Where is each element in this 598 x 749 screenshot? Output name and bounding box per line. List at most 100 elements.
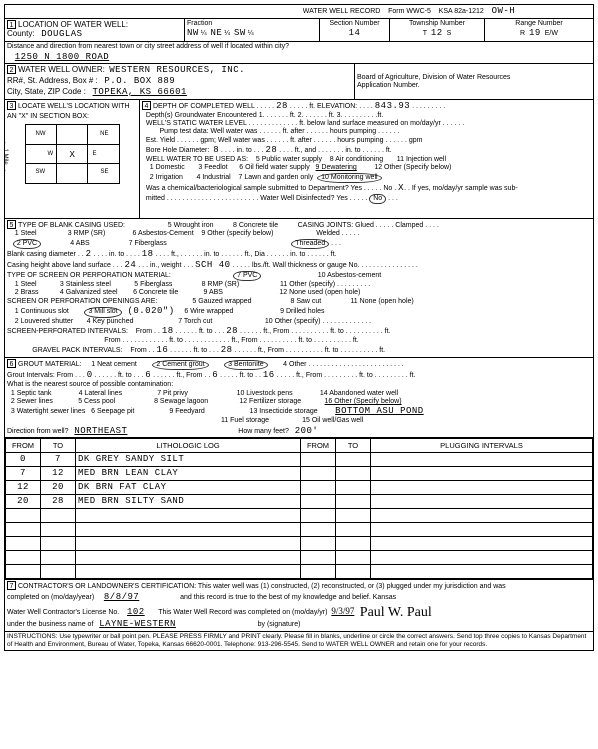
o11: 11 None (open hole)	[350, 298, 413, 305]
depth: 28	[276, 101, 288, 111]
section-1b: Distance and direction from nearest town…	[5, 42, 593, 64]
o-spec: (0.020")	[127, 306, 174, 316]
n3: 3 Watertight sewer lines	[11, 408, 85, 415]
perf: TYPE OF SCREEN OR PERFORATION MATERIAL:	[7, 272, 171, 279]
p10: 10 Asbestos-cement	[318, 272, 381, 279]
spi-to2: ft. to	[298, 337, 312, 344]
p11: 11 Other (specify)	[280, 281, 335, 288]
county: DOUGLAS	[41, 29, 82, 39]
c1: 1 Steel	[15, 230, 37, 237]
u2: 2 Irrigation	[150, 174, 183, 181]
log-h5: TO	[336, 439, 371, 453]
n6: 6 Seepage pit	[91, 408, 134, 415]
s7-text: This water well was (1) constructed, (2)…	[198, 583, 506, 590]
u8: 8 Air conditioning	[330, 156, 383, 163]
u7: 7 Lawn and garden only	[239, 174, 314, 181]
p5: 5 Fiberglass	[134, 281, 172, 288]
gi: Grout Intervals: From	[7, 372, 73, 379]
log-row: 712MED BRN LEAN CLAY	[6, 467, 593, 481]
dia-v2: 18	[142, 249, 154, 259]
location-box: NW NE SW SE W E X	[25, 124, 120, 184]
p12: 12 None used (open hole)	[279, 289, 360, 296]
s2-city: TOPEKA, KS 66601	[93, 87, 187, 97]
log-row	[6, 523, 593, 537]
bore: Bore Hole Diameter:	[146, 147, 209, 154]
log-h2: TO	[41, 439, 76, 453]
board: Board of Agriculture, Division of Water …	[357, 74, 510, 81]
u1: 1 Domestic	[150, 164, 185, 171]
p4: 4 Galvanized steel	[60, 289, 118, 296]
h-in: 24	[125, 260, 137, 270]
frac-c: SW	[234, 28, 246, 38]
p7: 7 PVC	[233, 271, 261, 281]
spi-ft2: ft.	[385, 328, 391, 335]
gp1: 16	[156, 345, 168, 355]
bore-in: in. to	[345, 147, 360, 154]
log-section: FROM TO LITHOLOGIC LOG FROM TO PLUGGING …	[5, 438, 593, 580]
sec-num-5: 5	[7, 220, 16, 229]
u6: 6 Oil field water supply	[239, 164, 309, 171]
dir-v: NORTHEAST	[74, 426, 127, 436]
est: Est. Yield	[146, 137, 175, 144]
o8: 8 Saw cut	[290, 298, 321, 305]
x-mark: X	[70, 150, 76, 161]
c3: 3 RMP (SR)	[68, 230, 106, 237]
static-txt: ft. below land surface measured on mo/da…	[299, 120, 441, 127]
dia-in: in. to	[204, 251, 219, 258]
chem-x: X	[398, 183, 404, 193]
gi-v1: 0	[87, 370, 93, 380]
bus-v: LAYNE-WESTERN	[99, 619, 176, 629]
frac-hdr: Fraction	[187, 20, 212, 27]
clamped: Clamped	[395, 222, 423, 229]
section-2: 2WATER WELL OWNER: WESTERN RESOURCES, IN…	[5, 64, 593, 99]
gpm: gpm; Well water was	[200, 137, 264, 144]
c5: 5 Wrought iron	[168, 222, 214, 229]
sec-val: 14	[349, 28, 361, 38]
o10: 10 Other (specify)	[265, 318, 321, 325]
feet-v: 200'	[295, 426, 319, 436]
s1-label: LOCATION OF WATER WELL:	[18, 20, 128, 29]
header: WATER WELL RECORD Form WWC-5 KSA 82a-121…	[5, 5, 593, 19]
spi1: 18	[162, 326, 174, 336]
elev: 843.93	[375, 101, 410, 111]
s5-label: TYPE OF BLANK CASING USED:	[18, 222, 125, 229]
form-no: Form WWC-5	[388, 8, 431, 15]
spi: SCREEN-PERFORATED INTERVALS:	[7, 328, 128, 335]
o9: 9 Drilled holes	[280, 308, 324, 315]
lic: Water Well Contractor's License No.	[7, 609, 119, 616]
u5: 5 Public water supply	[256, 156, 322, 163]
p8: 8 RMP (SR)	[202, 281, 240, 288]
u4: 4 Industrial	[196, 174, 230, 181]
elev-lbl: ft. ELEVATION:	[309, 103, 357, 110]
rng-hdr: Range Number	[515, 20, 562, 27]
section-6: 6GROUT MATERIAL: 1 Neat cement 2 Cement …	[5, 358, 593, 438]
chem2: If yes, mo/day/yr sample was sub-	[412, 185, 518, 192]
n16: 16 Other (Specify below)	[325, 398, 402, 405]
log-row	[6, 565, 593, 579]
s2-city-lbl: City, State, ZIP Code :	[7, 87, 86, 96]
n15: 15 Oil well/Gas well	[302, 417, 363, 424]
s4-label: DEPTH OF COMPLETED WELL	[153, 103, 255, 110]
sec-num-7: 7	[7, 581, 16, 590]
spi-ft4: ft.	[353, 337, 359, 344]
p3: 3 Stainless steel	[60, 281, 111, 288]
s2-addr-lbl: RR#, St. Address, Box # :	[7, 76, 98, 85]
rng-val: 19	[529, 28, 541, 38]
s2-addr: P.O. BOX 889	[104, 76, 175, 86]
log-table: FROM TO LITHOLOGIC LOG FROM TO PLUGGING …	[5, 438, 593, 579]
pump3: hours pumping	[330, 128, 376, 135]
n12: 12 Fertilizer storage	[239, 398, 301, 405]
u9: 9 Dewatering	[316, 164, 357, 171]
gi-v4: 16	[263, 370, 275, 380]
pump2: ft. after	[283, 128, 305, 135]
log-h6: PLUGGING INTERVALS	[371, 439, 593, 453]
gi-to2: ft. to	[240, 372, 254, 379]
gi-to: ft. to	[118, 372, 132, 379]
log-row	[6, 537, 593, 551]
sec-hdr: Section Number	[329, 20, 379, 27]
gpm-end: gpm	[409, 137, 423, 144]
rec-d: 9/3/97	[331, 606, 354, 616]
s6-label: GROUT MATERIAL:	[18, 361, 82, 368]
s7-label: CONTRACTOR'S OR LANDOWNER'S CERTIFICATIO…	[18, 583, 196, 590]
n10: 10 Livestock pens	[237, 390, 293, 397]
